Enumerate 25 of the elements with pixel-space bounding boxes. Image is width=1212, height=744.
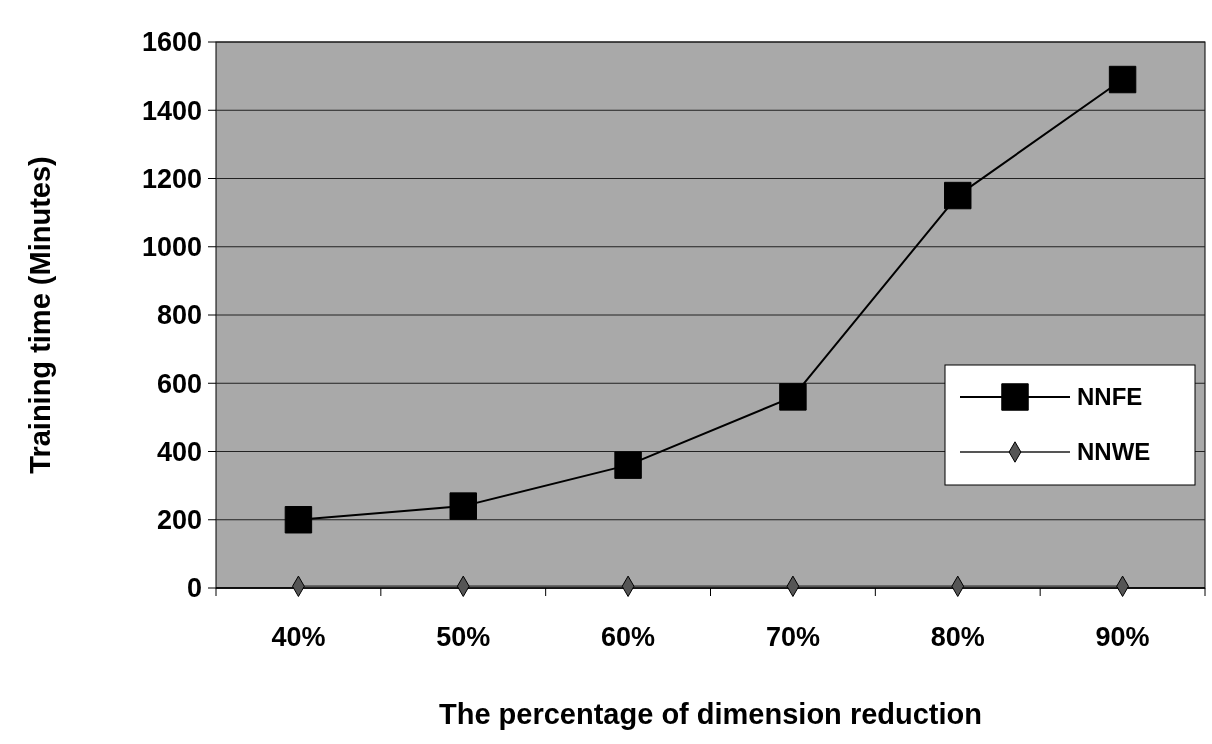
y-tick-label: 1200 — [141, 163, 202, 194]
point — [944, 181, 972, 210]
x-tick-label: 40% — [271, 622, 326, 652]
y-tick-label: 1600 — [141, 27, 202, 58]
y-tick-label: 1000 — [141, 232, 202, 263]
y-tick-label: 0 — [186, 573, 202, 604]
x-tick-label: 60% — [601, 622, 656, 652]
legend-label: NNFE — [1077, 383, 1143, 411]
y-tick-label: 800 — [156, 300, 202, 331]
y-tick-label: 600 — [156, 368, 202, 399]
point — [1108, 65, 1137, 94]
x-tick-label: 50% — [436, 622, 491, 652]
x-axis-title: The percentage of dimension reduction — [438, 698, 983, 730]
y-tick-label: 200 — [156, 505, 202, 536]
y-tick-label: 1400 — [141, 95, 202, 126]
point — [449, 492, 477, 520]
point — [284, 506, 313, 534]
point — [779, 383, 807, 411]
legend-label: NNWE — [1077, 438, 1151, 466]
x-tick-label: 70% — [765, 622, 820, 652]
x-tick-label: 90% — [1095, 622, 1150, 652]
point — [614, 451, 642, 479]
x-tick-label: 80% — [930, 622, 985, 652]
y-tick-label: 400 — [156, 436, 202, 467]
y-axis-title: Training time (Minutes) — [24, 156, 56, 474]
